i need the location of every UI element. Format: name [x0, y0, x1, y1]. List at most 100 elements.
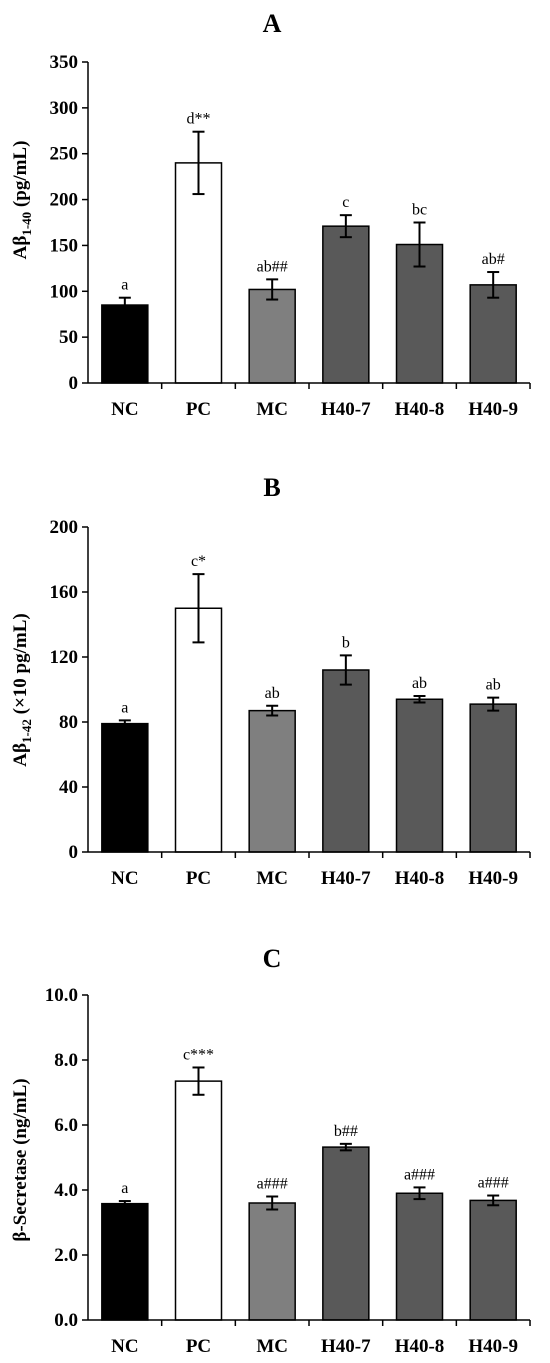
panel-a-y-ticks: 0 50 100 150 200 250 300 350 — [50, 52, 88, 394]
panel-a-bar-annotation-h40-9: ab# — [482, 251, 505, 268]
panel-b-bar-mc — [248, 709, 296, 853]
panel-b-bar-pc — [174, 607, 223, 853]
panel-a-x-tick-label-h40-7: H40-7 — [321, 399, 371, 420]
panel-a-y-tick-label-4: 200 — [50, 190, 79, 211]
panel-c-x-tick-label-h40-8: H40-8 — [395, 1336, 445, 1357]
panel-c-y-tick-label-3: 6.0 — [54, 1115, 78, 1136]
panel-c-error-bar-h40-7 — [339, 1142, 352, 1152]
panel-a-y-tick-label-1: 50 — [59, 327, 78, 348]
panel-a-error-bar-h40-9 — [487, 271, 500, 299]
panel-b-y-axis-label: Aβ1-42 (×10 pg/mL) — [10, 613, 34, 766]
panel-c-y-tick-label-1: 2.0 — [54, 1245, 78, 1266]
panel-b-bar-annotation-h40-8: ab — [412, 675, 427, 692]
panel-a-y-tick-label-6: 300 — [50, 98, 79, 119]
panel-c-bar-annotation-mc: a### — [257, 1176, 288, 1193]
panel-b-error-bar-pc — [192, 573, 205, 644]
panel-a-bar-h40-9 — [469, 284, 517, 384]
panel-c-bar-pc — [174, 1080, 223, 1321]
panel-c-x-tick-label-mc: MC — [256, 1336, 288, 1357]
panel-a-error-bar-h40-8 — [413, 221, 426, 268]
panel-b-x-tick-label-nc: NC — [111, 868, 138, 889]
panel-b-bar-annotation-nc: a — [121, 699, 128, 716]
panel-b-chart: B Aβ1-42 (×10 pg/mL) 0 40 80 120 160 200 a NC c… — [10, 473, 531, 889]
panel-a-x-tick-label-h40-8: H40-8 — [395, 399, 445, 420]
panel-c-x-tick-label-h40-7: H40-7 — [321, 1336, 371, 1357]
panel-b-y-tick-label-2: 80 — [59, 712, 78, 733]
panel-b-y-axis-label-main: Aβ — [10, 743, 31, 767]
panel-c-bar-h40-8 — [395, 1192, 444, 1321]
panel-c-x-tick-label-h40-9: H40-9 — [468, 1336, 518, 1357]
panel-c-axes — [87, 995, 531, 1326]
panel-b-bars: a NC c* PC ab MC b H40-7 ab H40-8 ab H40-9 — [101, 553, 518, 889]
panel-a-y-axis-label-subscript: 1-40 — [19, 212, 34, 236]
panel-c-error-bar-pc — [192, 1066, 205, 1096]
panel-a-y-axis-label: Aβ1-40 (pg/mL) — [10, 141, 34, 260]
panel-b-bar-annotation-mc: ab — [265, 685, 280, 702]
panel-b-x-tick-label-h40-8: H40-8 — [395, 868, 445, 889]
panel-a-y-tick-label-7: 350 — [50, 52, 79, 73]
panel-c-bar-nc — [101, 1202, 149, 1321]
panel-c-bars: a NC c*** PC a### MC b## H40-7 a### H40-8 a### H40-… — [101, 1046, 518, 1357]
panel-b-error-bar-nc — [118, 719, 131, 728]
panel-b-y-tick-label-3: 120 — [50, 647, 79, 668]
panel-a-bar-annotation-pc: d** — [187, 111, 211, 128]
panel-a-axes — [87, 62, 531, 389]
panel-a-bar-h40-7 — [322, 225, 370, 384]
panel-c-bar-annotation-pc: c*** — [183, 1046, 214, 1063]
panel-a-x-tick-label-mc: MC — [256, 399, 288, 420]
panel-b-y-tick-label-4: 160 — [50, 582, 79, 603]
panel-c-error-bar-mc — [266, 1195, 279, 1211]
panel-b-x-tick-label-h40-9: H40-9 — [468, 868, 518, 889]
panel-c-bar-annotation-h40-7: b## — [334, 1123, 358, 1140]
panel-b-error-bar-h40-7 — [339, 654, 352, 686]
panel-b-error-bar-h40-8 — [413, 695, 426, 704]
panel-b-y-tick-label-1: 40 — [59, 777, 78, 798]
panel-a-y-tick-label-5: 250 — [50, 144, 79, 165]
panel-a-x-tick-label-h40-9: H40-9 — [468, 399, 518, 420]
panel-a-bar-annotation-h40-7: c — [342, 194, 349, 211]
panel-a-bar-mc — [248, 288, 296, 384]
panel-c-y-tick-label-2: 4.0 — [54, 1180, 78, 1201]
panel-a-bar-pc — [174, 162, 223, 384]
panel-b-title: B — [263, 473, 280, 502]
panel-c-error-bar-h40-8 — [413, 1186, 426, 1201]
panel-a-error-bar-nc — [118, 296, 131, 314]
panel-b-y-tick-label-0: 0 — [69, 842, 79, 863]
panel-c-bar-h40-7 — [322, 1146, 370, 1321]
panel-b-bar-nc — [101, 722, 149, 853]
panel-b-y-ticks: 0 40 80 120 160 200 — [50, 517, 88, 863]
panel-b-y-axis-label-subscript: 1-42 — [19, 719, 34, 743]
panel-c-y-ticks: 0.0 2.0 4.0 6.0 8.0 10.0 — [45, 985, 88, 1331]
panel-c-x-tick-label-nc: NC — [111, 1336, 138, 1357]
panel-c-error-bar-nc — [118, 1200, 131, 1208]
panel-c-bar-annotation-h40-9: a### — [478, 1175, 509, 1192]
panel-b-y-axis-label-unit: (×10 pg/mL) — [10, 613, 31, 719]
panel-a-y-tick-label-2: 100 — [50, 281, 79, 302]
panel-b-x-tick-label-pc: PC — [186, 868, 211, 889]
panel-a-bar-annotation-mc: ab## — [257, 258, 288, 275]
panel-a-error-bar-mc — [266, 278, 279, 301]
panel-c-bar-annotation-nc: a — [121, 1180, 128, 1197]
panel-c-y-tick-label-4: 8.0 — [54, 1050, 78, 1071]
panel-c-y-tick-label-5: 10.0 — [45, 985, 78, 1006]
panel-c-bar-annotation-h40-8: a### — [404, 1166, 435, 1183]
panel-b-bar-annotation-pc: c* — [191, 553, 206, 570]
panel-a-x-tick-label-nc: NC — [111, 399, 138, 420]
panel-c-y-axis-label-main: β-Secretase (ng/mL) — [10, 1078, 31, 1241]
panel-c-title: C — [263, 944, 282, 973]
panel-b-bar-annotation-h40-9: ab — [486, 677, 501, 694]
panel-b-bar-h40-9 — [469, 703, 517, 853]
panel-a-bars: a NC d** PC ab## MC c H40-7 bc H40-8 ab# H40-9 — [101, 111, 518, 420]
panel-a-y-axis-label-main: Aβ — [10, 236, 31, 260]
panel-a-error-bar-pc — [192, 130, 205, 196]
panel-b-error-bar-h40-9 — [487, 696, 500, 712]
panel-a-y-tick-label-0: 0 — [69, 373, 79, 394]
panel-b-bar-h40-8 — [395, 698, 444, 853]
panel-b-x-tick-label-mc: MC — [256, 868, 288, 889]
panel-c-x-tick-label-pc: PC — [186, 1336, 211, 1357]
panel-b-error-bar-mc — [266, 704, 279, 717]
panel-a-error-bar-h40-7 — [339, 214, 352, 239]
panel-a-title: A — [263, 9, 282, 38]
panel-c-y-tick-label-0: 0.0 — [54, 1310, 78, 1331]
